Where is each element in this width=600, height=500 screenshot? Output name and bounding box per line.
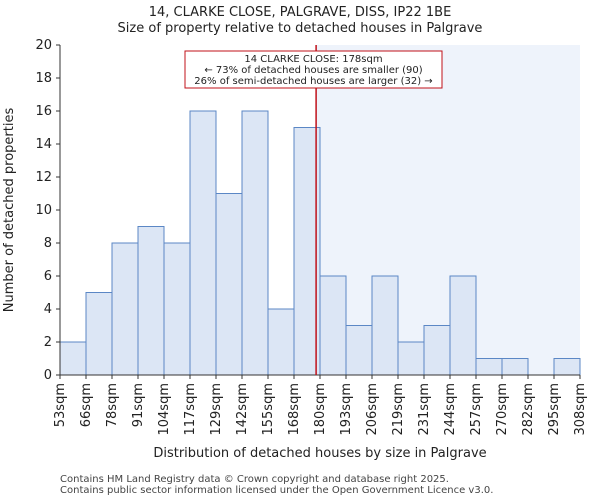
- y-tick-label: 18: [35, 71, 52, 86]
- bar-180sqm: [319, 275, 347, 376]
- y-tick-label: 14: [35, 137, 52, 152]
- bar-219sqm: [397, 341, 425, 376]
- y-tick-label: 2: [44, 335, 52, 350]
- x-tick-label: 270sqm: [495, 383, 510, 436]
- x-tick-label: 104sqm: [157, 383, 172, 436]
- x-tick-label: 219sqm: [391, 383, 406, 436]
- annotation-line-1: 14 CLARKE CLOSE: 178sqm: [244, 54, 382, 65]
- bar-142sqm: [241, 110, 269, 376]
- x-axis-label: Distribution of detached houses by size …: [153, 446, 486, 461]
- x-tick-label: 91sqm: [131, 383, 146, 427]
- x-tick-label: 53sqm: [53, 383, 68, 427]
- footer-line-1: Contains HM Land Registry data © Crown c…: [60, 474, 449, 485]
- x-tick-label: 78sqm: [105, 383, 120, 427]
- x-tick-label: 193sqm: [339, 383, 354, 436]
- bar-206sqm: [371, 275, 399, 376]
- y-axis-label: Number of detached properties: [2, 108, 17, 313]
- y-tick-label: 20: [35, 38, 52, 53]
- annotation-box: [184, 50, 443, 89]
- x-tick-label: 168sqm: [287, 383, 302, 436]
- annotation-line-3: 26% of semi-detached houses are larger (…: [194, 76, 432, 87]
- bar-66sqm: [85, 292, 113, 376]
- x-tick-label: 282sqm: [521, 383, 536, 436]
- x-tick-label: 244sqm: [443, 383, 458, 436]
- highlight-region: [316, 45, 580, 375]
- bar-155sqm: [267, 308, 295, 376]
- y-tick-label: 10: [35, 203, 52, 218]
- x-tick-label: 155sqm: [261, 383, 276, 436]
- x-tick-label: 142sqm: [235, 383, 250, 436]
- x-tick-label: 257sqm: [469, 383, 484, 436]
- bar-129sqm: [215, 193, 243, 376]
- bar-270sqm: [501, 358, 529, 376]
- chart-title: 14, CLARKE CLOSE, PALGRAVE, DISS, IP22 1…: [148, 5, 452, 20]
- y-tick-label: 12: [35, 170, 52, 185]
- y-tick-label: 4: [44, 302, 52, 317]
- bar-231sqm: [423, 325, 451, 376]
- y-tick-label: 16: [35, 104, 52, 119]
- x-tick-label: 295sqm: [547, 383, 562, 436]
- x-tick-label: 129sqm: [209, 383, 224, 436]
- bar-117sqm: [189, 110, 217, 376]
- bar-295sqm: [553, 358, 581, 376]
- bar-257sqm: [475, 358, 503, 376]
- y-tick-label: 0: [44, 368, 52, 383]
- bar-53sqm: [59, 341, 87, 376]
- x-tick-label: 231sqm: [417, 383, 432, 436]
- x-tick-label: 308sqm: [573, 383, 588, 436]
- footer-line-2: Contains public sector information licen…: [60, 485, 494, 496]
- chart-subtitle: Size of property relative to detached ho…: [117, 21, 483, 36]
- bar-193sqm: [345, 325, 373, 376]
- x-tick-label: 66sqm: [79, 383, 94, 427]
- y-tick-label: 6: [44, 269, 52, 284]
- bar-91sqm: [137, 226, 165, 376]
- bar-244sqm: [449, 275, 477, 376]
- x-tick-label: 206sqm: [365, 383, 380, 436]
- bar-78sqm: [111, 242, 139, 376]
- x-tick-label: 117sqm: [183, 383, 198, 436]
- y-tick-label: 8: [44, 236, 52, 251]
- bar-104sqm: [163, 242, 191, 376]
- x-tick-label: 180sqm: [313, 383, 328, 436]
- annotation-line-2: ← 73% of detached houses are smaller (90…: [204, 65, 422, 76]
